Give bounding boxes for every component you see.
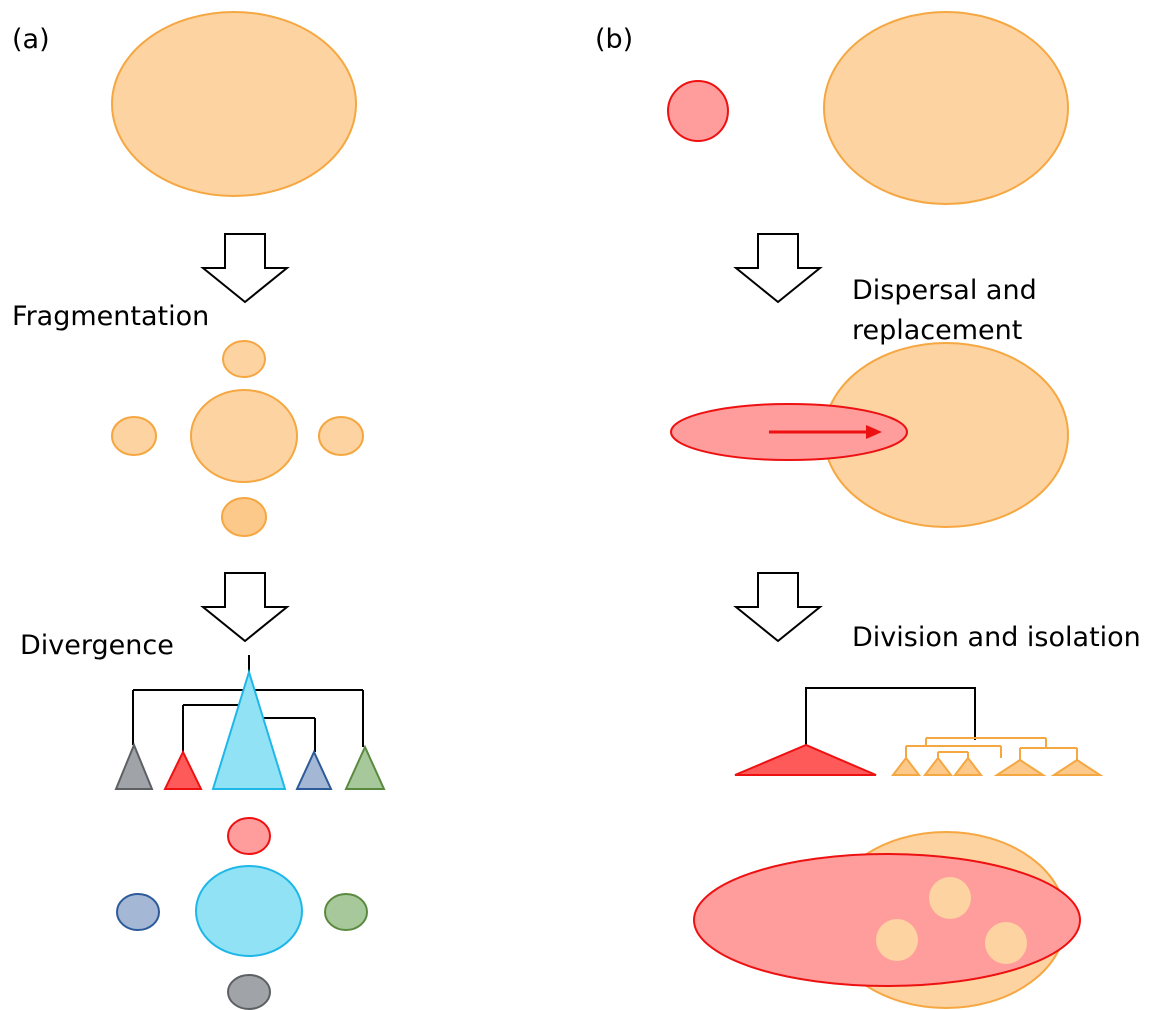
clade <box>1050 758 1104 776</box>
relict-population <box>876 919 918 961</box>
fragment <box>222 340 266 378</box>
clade <box>734 743 877 776</box>
population <box>111 11 357 197</box>
clade <box>114 742 154 790</box>
step-label: Divergence <box>20 630 174 661</box>
tree <box>905 737 1078 760</box>
dispersal-arrow-head <box>866 425 882 439</box>
clade <box>952 756 984 776</box>
arrow <box>733 233 823 304</box>
population <box>667 80 729 142</box>
relict-population <box>985 922 1027 964</box>
tree <box>805 687 976 745</box>
clade <box>295 749 333 790</box>
population <box>227 974 271 1010</box>
clade <box>344 744 386 790</box>
population <box>324 893 368 931</box>
clade <box>890 756 922 776</box>
population <box>227 817 271 855</box>
step-label: replacement <box>852 315 1022 346</box>
relict-population <box>929 877 971 919</box>
fragment <box>111 416 157 456</box>
arrow <box>733 572 823 643</box>
population <box>195 865 303 957</box>
step-label: Division and isolation <box>852 622 1141 653</box>
clade <box>922 756 954 776</box>
step-label: Fragmentation <box>12 301 209 332</box>
arrow <box>200 572 290 643</box>
fragment <box>318 416 364 456</box>
panel-label: (a) <box>12 24 50 55</box>
arrow <box>200 233 290 304</box>
population <box>823 11 1069 205</box>
clade <box>163 749 203 790</box>
clade <box>211 668 287 790</box>
clade <box>993 758 1047 776</box>
step-label: Dispersal and <box>852 275 1037 306</box>
population <box>116 893 160 931</box>
population <box>693 853 1081 987</box>
panel-label: (b) <box>595 24 633 55</box>
fragment <box>190 389 298 483</box>
fragment <box>221 497 267 537</box>
